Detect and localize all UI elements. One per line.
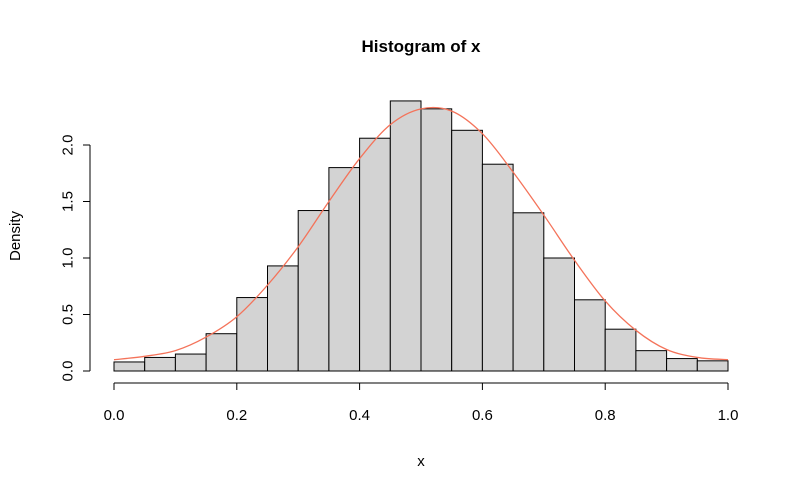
- y-axis-label: Density: [7, 210, 24, 261]
- histogram-bar: [512, 212, 545, 372]
- x-tick-label: 0.4: [349, 407, 370, 424]
- histogram-bar: [359, 137, 391, 372]
- y-tick-label: 1.5: [60, 191, 77, 212]
- histogram-bar: [543, 257, 575, 372]
- chart-title: Histogram of x: [361, 37, 481, 56]
- x-axis-label: x: [417, 453, 425, 470]
- histogram-bar: [420, 108, 453, 372]
- histogram-bar: [267, 265, 299, 372]
- histogram-bar: [328, 167, 361, 372]
- histogram-bars: [113, 100, 729, 372]
- x-tick-label: 0.2: [226, 407, 247, 424]
- density-curve-group: [113, 106, 729, 361]
- y-tick-label: 0.5: [60, 304, 77, 325]
- histogram-bar: [174, 353, 207, 372]
- x-axis: 0.0 0.2 0.4 0.6 0.8 1.0: [104, 382, 739, 424]
- histogram-bar: [236, 297, 269, 372]
- x-tick-label: 0.6: [472, 407, 493, 424]
- y-axis: 0.0 0.5 1.0 1.5 2.0: [60, 135, 91, 382]
- x-tick-label: 0.8: [595, 407, 616, 424]
- histogram-bar: [205, 333, 238, 372]
- histogram-bar: [113, 361, 146, 372]
- histogram-bar: [297, 210, 330, 372]
- histogram-bar: [451, 129, 483, 372]
- histogram-bar: [144, 356, 176, 372]
- histogram-bar: [481, 163, 514, 372]
- x-tick-label: 1.0: [718, 407, 739, 424]
- histogram-bar: [666, 358, 698, 372]
- histogram-bar: [389, 100, 422, 372]
- y-tick-label: 2.0: [60, 135, 77, 156]
- histogram-bar: [635, 350, 668, 372]
- histogram-bar: [574, 299, 606, 372]
- histogram-bar: [604, 328, 637, 372]
- histogram-bar: [696, 360, 729, 372]
- x-tick-label: 0.0: [104, 407, 125, 424]
- y-tick-label: 1.0: [60, 248, 77, 269]
- y-tick-label: 0.0: [60, 361, 77, 382]
- density-curve: [113, 106, 729, 361]
